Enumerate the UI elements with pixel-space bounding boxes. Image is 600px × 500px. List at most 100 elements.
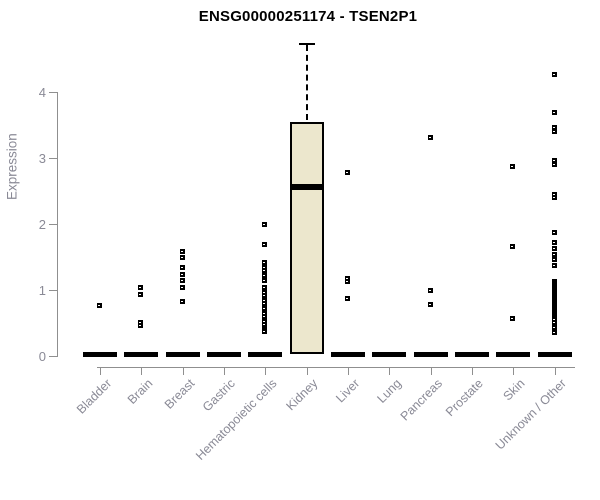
data-point <box>552 110 557 115</box>
chart-title: ENSG00000251174 - TSEN2P1 <box>198 8 418 25</box>
baseline-dash <box>207 352 241 357</box>
data-point <box>428 288 433 293</box>
category-label-text: Prostate <box>443 376 487 420</box>
data-point <box>552 252 557 257</box>
y-axis-tick <box>49 224 57 225</box>
data-point <box>262 260 267 265</box>
data-point <box>262 222 267 227</box>
data-point <box>138 323 143 328</box>
x-axis-tick <box>472 368 473 375</box>
category-label-text: Liver <box>333 376 363 406</box>
x-axis-line <box>97 367 575 368</box>
y-tick-label: 3 <box>38 151 46 166</box>
data-point <box>262 311 267 316</box>
baseline-dash <box>538 352 572 357</box>
data-point <box>510 164 515 169</box>
category-label-text: Bladder <box>73 376 115 417</box>
baseline-dash <box>124 352 158 357</box>
data-point <box>552 162 557 167</box>
x-axis-tick <box>555 368 556 375</box>
x-axis-tick <box>513 368 514 375</box>
category-label-text: Skin <box>500 376 528 404</box>
x-axis-tick <box>348 368 349 375</box>
data-point <box>552 320 557 325</box>
baseline-dash <box>372 352 406 357</box>
y-axis-tick <box>49 92 57 93</box>
data-point <box>262 301 267 306</box>
data-point <box>180 255 185 260</box>
data-point <box>552 125 557 130</box>
data-point <box>552 246 557 251</box>
data-point <box>510 316 515 321</box>
upper-whisker-line <box>306 45 308 120</box>
category-label-text: Gastric <box>200 376 239 415</box>
data-point <box>262 290 267 295</box>
data-point <box>180 285 185 290</box>
x-axis-tick <box>431 368 432 375</box>
data-point <box>552 330 557 335</box>
data-point <box>262 298 267 303</box>
data-point <box>552 317 557 322</box>
data-point <box>552 257 557 262</box>
baseline-dash <box>414 352 448 357</box>
x-axis-tick <box>224 368 225 375</box>
category-label-text: Breast <box>161 376 197 412</box>
data-point <box>262 242 267 247</box>
baseline-dash <box>455 352 489 357</box>
y-axis-line <box>57 92 58 357</box>
data-point <box>552 325 557 330</box>
data-point <box>262 265 267 270</box>
category-label-text: Lung <box>373 376 404 406</box>
data-point <box>552 263 557 268</box>
data-point <box>552 129 557 134</box>
x-axis-tick <box>389 368 390 375</box>
data-point <box>180 265 185 270</box>
data-point <box>180 299 185 304</box>
data-point <box>180 272 185 277</box>
y-tick-label: 0 <box>38 349 46 364</box>
data-point <box>552 195 557 200</box>
data-point <box>262 314 267 319</box>
x-axis-tick <box>307 368 308 375</box>
data-point <box>552 192 557 197</box>
baseline-dash <box>83 352 117 357</box>
y-axis-tick <box>49 158 57 159</box>
y-axis-tick <box>49 290 57 291</box>
data-point <box>262 285 267 290</box>
y-tick-label: 4 <box>38 85 46 100</box>
data-point <box>97 303 102 308</box>
data-point <box>345 170 350 175</box>
data-point <box>262 293 267 298</box>
data-point <box>428 135 433 140</box>
category-label-text: Hematopoietic cells <box>192 376 280 463</box>
data-point <box>262 329 267 334</box>
x-axis-tick <box>100 368 101 375</box>
data-point <box>138 320 143 325</box>
category-label-text: Pancreas <box>397 376 445 424</box>
data-point <box>552 158 557 163</box>
baseline-dash <box>331 352 365 357</box>
data-point <box>552 230 557 235</box>
x-axis-tick <box>265 368 266 375</box>
y-tick-label: 2 <box>38 217 46 232</box>
data-point <box>262 319 267 324</box>
data-point <box>138 285 143 290</box>
x-axis-tick <box>141 368 142 375</box>
data-point <box>180 278 185 283</box>
data-point <box>552 72 557 77</box>
data-point <box>345 279 350 284</box>
data-point <box>345 276 350 281</box>
category-label-text: Kidney <box>283 376 321 414</box>
box-median-line <box>290 184 324 190</box>
data-point <box>262 322 267 327</box>
data-point <box>138 292 143 297</box>
y-axis-tick <box>49 356 57 357</box>
upper-whisker-cap <box>299 43 315 45</box>
data-point <box>510 244 515 249</box>
y-tick-label: 1 <box>38 283 46 298</box>
data-point <box>262 306 267 311</box>
category-label-text: Brain <box>124 376 156 407</box>
x-axis-tick <box>183 368 184 375</box>
baseline-dash <box>166 352 200 357</box>
